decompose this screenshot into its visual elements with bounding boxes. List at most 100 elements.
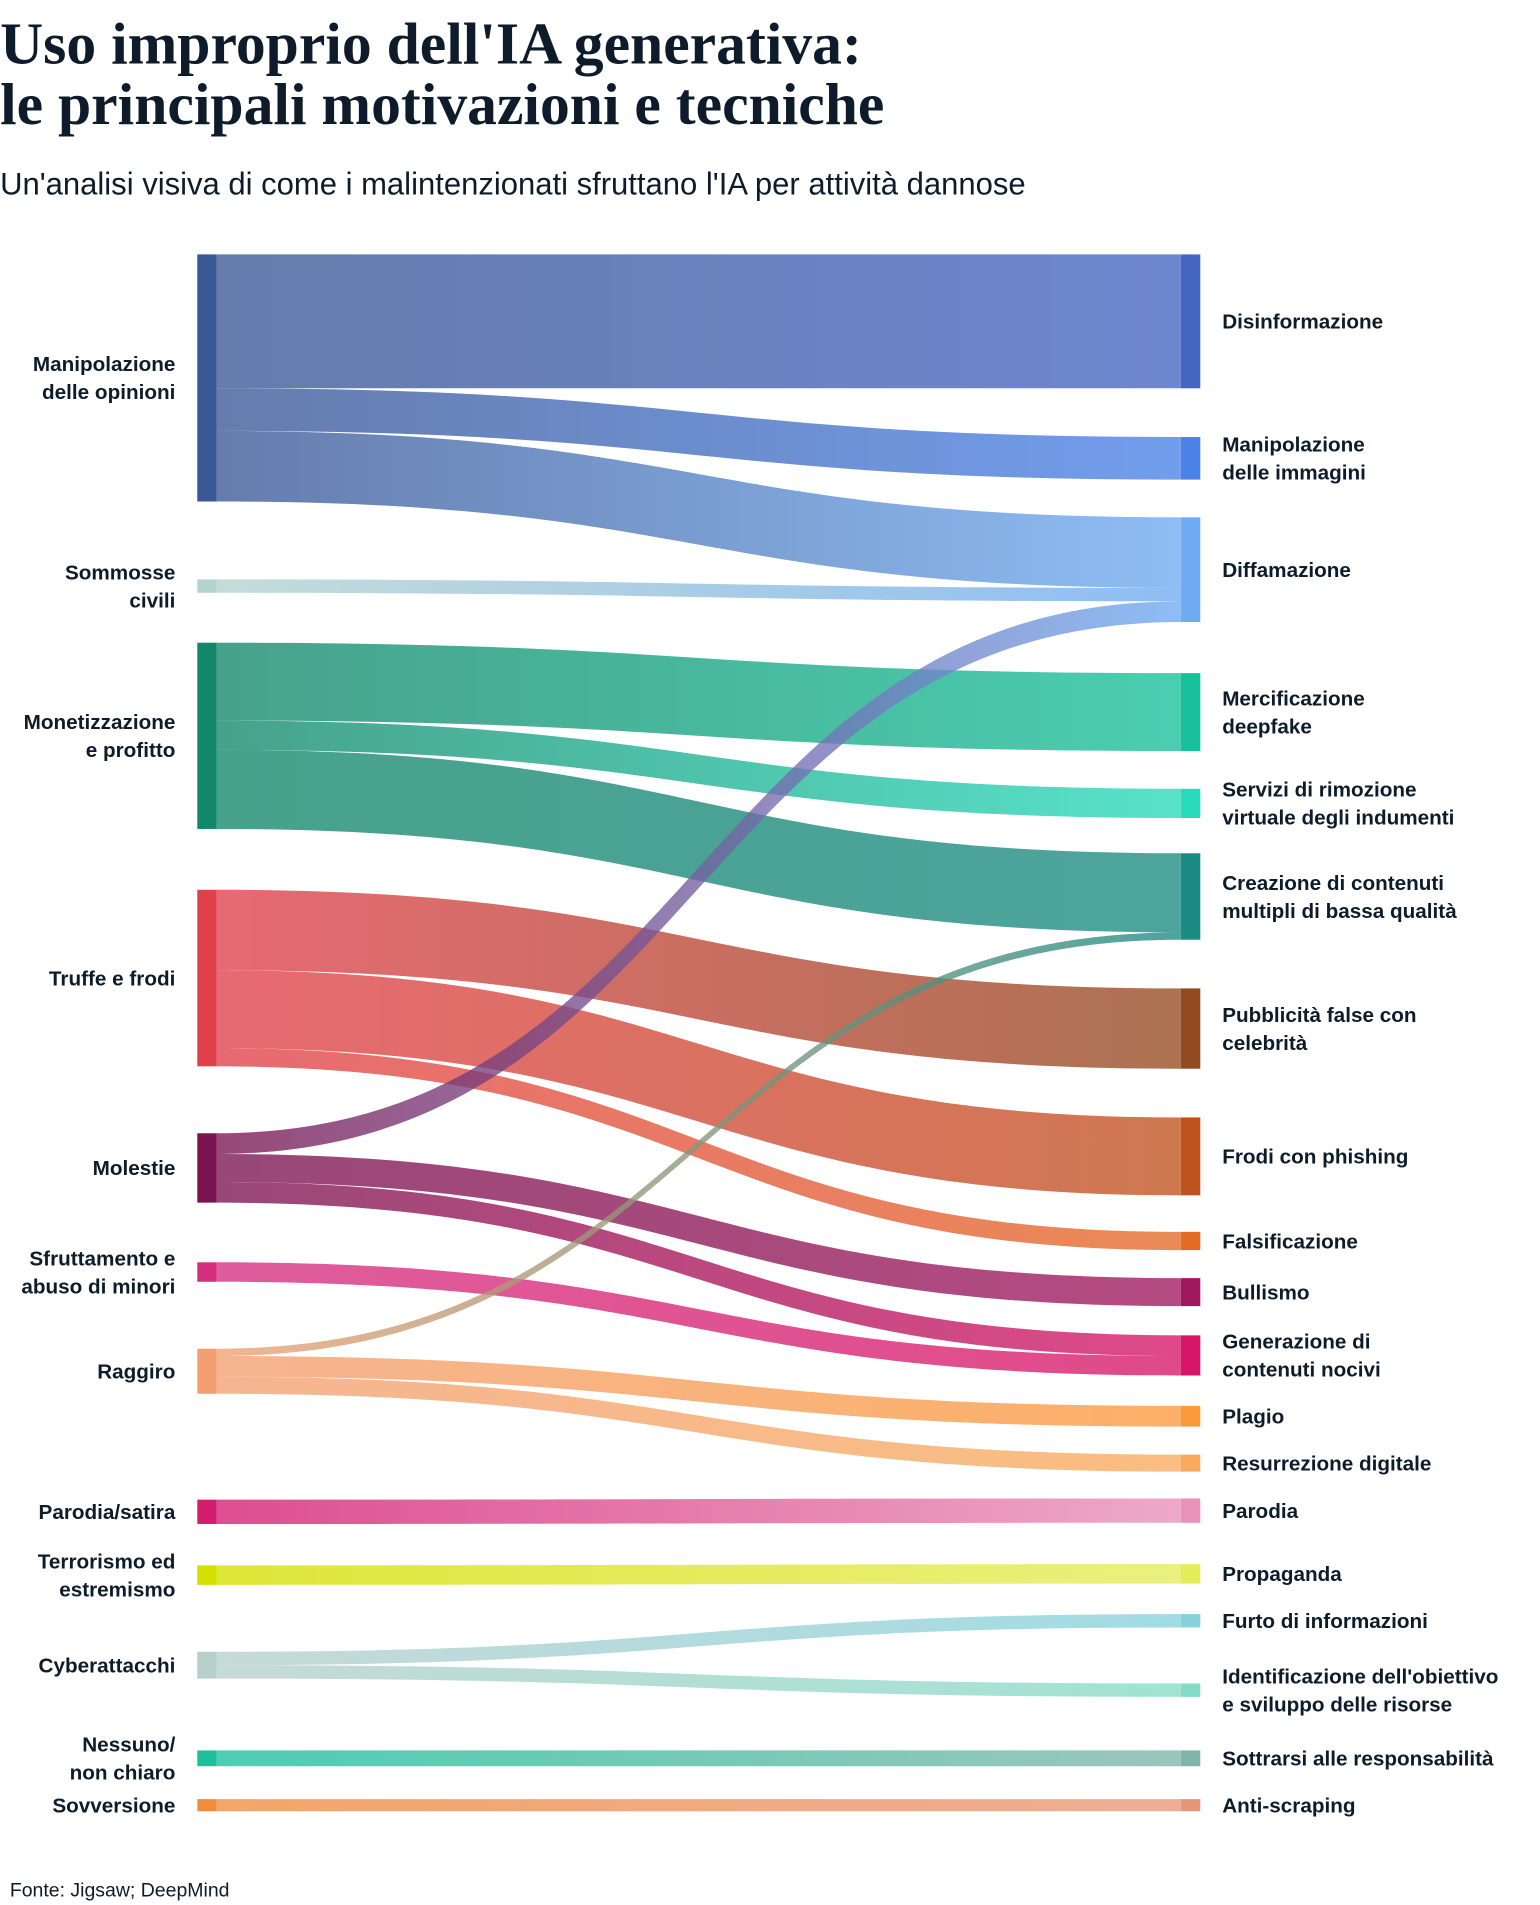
target-node-mercificazione-deepfake	[1180, 673, 1201, 752]
source-node-raggiro-label: Raggiro	[97, 1361, 175, 1384]
source-node-cyberattacchi-label-line: Cyberattacchi	[39, 1655, 176, 1678]
link-parodia-satira-to-parodia	[216, 1498, 1181, 1524]
target-node-identificazione-dell-obiettivo-e-sviluppo-delle-risorse	[1180, 1683, 1201, 1697]
source-node-parodia-satira-label: Parodia/satira	[39, 1501, 176, 1524]
target-node-identificazione-dell-obiettivo-e-sviluppo-delle-risorse-label: Identificazione dell'obiettivo e sviluppo…	[1222, 1665, 1498, 1716]
source-node-nessuno-non-chiaro-label: Nessuno/non chiaro	[70, 1734, 176, 1785]
target-node-servizi-di-rimozione-virtuale-degli-indumenti-label-line: virtuale degli indumenti	[1222, 807, 1454, 830]
source-node-terrorismo-ed-estremismo-label-line: estremismo	[59, 1578, 175, 1601]
target-node-generazione-di-contenuti-nocivi-label-line: contenuti nocivi	[1222, 1359, 1381, 1382]
target-node-bullismo-label-line: Bullismo	[1222, 1281, 1309, 1304]
source-node-molestie	[197, 1133, 217, 1203]
source-node-cyberattacchi	[197, 1651, 217, 1679]
source-node-terrorismo-ed-estremismo	[197, 1565, 217, 1585]
link-manipolazione-delle-opinioni-to-diffamazione	[216, 430, 1181, 588]
target-node-identificazione-dell-obiettivo-e-sviluppo-delle-risorse-label-line: Identificazione dell'obiettivo	[1222, 1665, 1498, 1688]
links-layer	[216, 254, 1181, 1812]
target-node-parodia	[1180, 1498, 1201, 1523]
link-cyberattacchi-to-furto-di-informazioni	[216, 1614, 1181, 1666]
target-node-furto-di-informazioni-label-line: Furto di informazioni	[1222, 1610, 1428, 1633]
target-node-creazione-di-contenuti-multipli-di-bassa-qualita-label-line: Creazione di contenuti	[1222, 872, 1444, 895]
target-node-pubblicita-false-con-celebrita	[1180, 988, 1201, 1069]
link-raggiro-to-plagio	[216, 1356, 1181, 1427]
source-node-manipolazione-delle-opinioni-label-line: delle opinioni	[42, 381, 175, 404]
source-node-monetizzazione-e-profitto	[197, 642, 217, 829]
source-node-molestie-label-line: Molestie	[93, 1157, 176, 1180]
source-node-truffe-e-frodi-label: Truffe e frodi	[49, 967, 175, 990]
source-node-parodia-satira	[197, 1499, 217, 1524]
source-node-raggiro-label-line: Raggiro	[97, 1361, 175, 1384]
source-node-nessuno-non-chiaro-label-line: non chiaro	[70, 1762, 176, 1785]
link-sovversione-to-anti-scraping	[216, 1799, 1181, 1812]
chart-title: Uso improprio dell'IA generativa: le pri…	[0, 10, 884, 137]
target-node-plagio-label-line: Plagio	[1222, 1406, 1284, 1429]
source-node-sommosse-civili-label: Sommosse civili	[65, 561, 175, 612]
source-note: Fonte: Jigsaw; DeepMind	[10, 1879, 230, 1901]
target-node-identificazione-dell-obiettivo-e-sviluppo-delle-risorse-label-line: e sviluppo delle risorse	[1222, 1693, 1452, 1716]
title-line-2: le principali motivazioni e tecniche	[0, 71, 884, 137]
target-node-falsificazione-label: Falsificazione	[1222, 1230, 1358, 1253]
source-node-manipolazione-delle-opinioni-label-line: Manipolazione	[33, 353, 176, 376]
link-molestie-to-bullismo	[216, 1153, 1181, 1307]
target-node-generazione-di-contenuti-nocivi	[1180, 1335, 1201, 1376]
source-node-sommosse-civili	[197, 579, 217, 593]
target-node-anti-scraping-label-line: Anti-scraping	[1222, 1794, 1355, 1817]
target-node-resurrezione-digitale-label-line: Resurrezione digitale	[1222, 1452, 1431, 1475]
link-sommosse-civili-to-diffamazione	[216, 579, 1181, 602]
source-node-terrorismo-ed-estremismo-label-line: Terrorismo ed	[38, 1550, 176, 1573]
target-node-anti-scraping	[1180, 1799, 1201, 1812]
link-truffe-e-frodi-to-frodi-con-phishing	[216, 970, 1181, 1196]
link-truffe-e-frodi-to-falsificazione	[216, 1048, 1181, 1251]
target-node-sottrarsi-alle-responsabilita-label: Sottrarsi alle responsabilità	[1222, 1748, 1494, 1771]
source-node-sovversione-label-line: Sovversione	[52, 1794, 175, 1817]
target-node-creazione-di-contenuti-multipli-di-bassa-qualita-label-line: multipli di bassa qualità	[1222, 900, 1457, 923]
target-node-sottrarsi-alle-responsabilita-label-line: Sottrarsi alle responsabilità	[1222, 1748, 1494, 1771]
nodes-layer	[197, 254, 1201, 1812]
target-node-anti-scraping-label: Anti-scraping	[1222, 1794, 1355, 1817]
target-node-diffamazione-label: Diffamazione	[1222, 559, 1351, 582]
source-node-parodia-satira-label-line: Parodia/satira	[39, 1501, 176, 1524]
source-node-monetizzazione-e-profitto-label-line: Monetizzazione	[24, 711, 176, 734]
source-node-sovversione-label: Sovversione	[52, 1794, 175, 1817]
target-node-creazione-di-contenuti-multipli-di-bassa-qualita	[1180, 853, 1201, 940]
target-node-frodi-con-phishing-label: Frodi con phishing	[1222, 1146, 1408, 1169]
link-terrorismo-ed-estremismo-to-propaganda	[216, 1564, 1181, 1585]
target-node-disinformazione	[1180, 254, 1201, 389]
target-node-resurrezione-digitale-label: Resurrezione digitale	[1222, 1452, 1431, 1475]
source-node-nessuno-non-chiaro	[197, 1750, 217, 1767]
source-node-truffe-e-frodi-label-line: Truffe e frodi	[49, 967, 175, 990]
target-node-manipolazione-delle-immagini	[1180, 436, 1201, 480]
link-monetizzazione-e-profitto-to-mercificazione-deepfake	[216, 642, 1181, 752]
target-node-frodi-con-phishing	[1180, 1117, 1201, 1196]
link-sfruttamento-e-abuso-di-minori-to-generazione-di-contenuti-nocivi	[216, 1262, 1181, 1376]
link-manipolazione-delle-opinioni-to-manipolazione-delle-immagini	[216, 388, 1181, 480]
source-node-sovversione	[197, 1799, 217, 1812]
target-node-mercificazione-deepfake-label: Mercificazione deepfake	[1222, 687, 1365, 738]
source-node-monetizzazione-e-profitto-label-line: e profitto	[86, 739, 176, 762]
target-node-mercificazione-deepfake-label-line: deepfake	[1222, 715, 1312, 738]
target-node-plagio	[1180, 1405, 1201, 1427]
source-node-terrorismo-ed-estremismo-label: Terrorismo ed estremismo	[38, 1550, 176, 1601]
target-node-pubblicita-false-con-celebrita-label-line: celebrità	[1222, 1032, 1308, 1055]
link-truffe-e-frodi-to-pubblicita-false-con-celebrita	[216, 889, 1181, 1069]
source-node-sfruttamento-e-abuso-di-minori-label-line: abuso di minori	[21, 1275, 175, 1298]
target-node-manipolazione-delle-immagini-label: Manipolazione delle immagini	[1222, 434, 1366, 485]
target-node-furto-di-informazioni	[1180, 1614, 1201, 1628]
source-node-cyberattacchi-label: Cyberattacchi	[39, 1655, 176, 1678]
link-monetizzazione-e-profitto-to-creazione-di-contenuti-multipli-di-bassa-qualita	[216, 749, 1181, 933]
target-node-falsificazione	[1180, 1231, 1201, 1251]
target-node-servizi-di-rimozione-virtuale-degli-indumenti-label: Servizi di rimozione virtuale degli indum…	[1222, 779, 1454, 830]
target-node-creazione-di-contenuti-multipli-di-bassa-qualita-label: Creazione di contenuti multipli di bassa …	[1222, 872, 1457, 923]
target-node-diffamazione-label-line: Diffamazione	[1222, 559, 1351, 582]
target-node-frodi-con-phishing-label-line: Frodi con phishing	[1222, 1146, 1408, 1169]
link-molestie-to-generazione-di-contenuti-nocivi	[216, 1181, 1181, 1357]
target-node-sottrarsi-alle-responsabilita	[1180, 1750, 1201, 1767]
link-nessuno-non-chiaro-to-sottrarsi-alle-responsabilita	[216, 1750, 1181, 1767]
source-node-sfruttamento-e-abuso-di-minori	[197, 1262, 217, 1282]
link-cyberattacchi-to-identificazione-dell-obiettivo-e-sviluppo-delle-risorse	[216, 1665, 1181, 1697]
labels-layer: Manipolazione delle opinioni Sommosse civil…	[21, 311, 1498, 1818]
target-node-resurrezione-digitale	[1180, 1454, 1201, 1472]
target-node-parodia-label-line: Parodia	[1222, 1500, 1298, 1523]
target-node-propaganda-label-line: Propaganda	[1222, 1563, 1342, 1586]
